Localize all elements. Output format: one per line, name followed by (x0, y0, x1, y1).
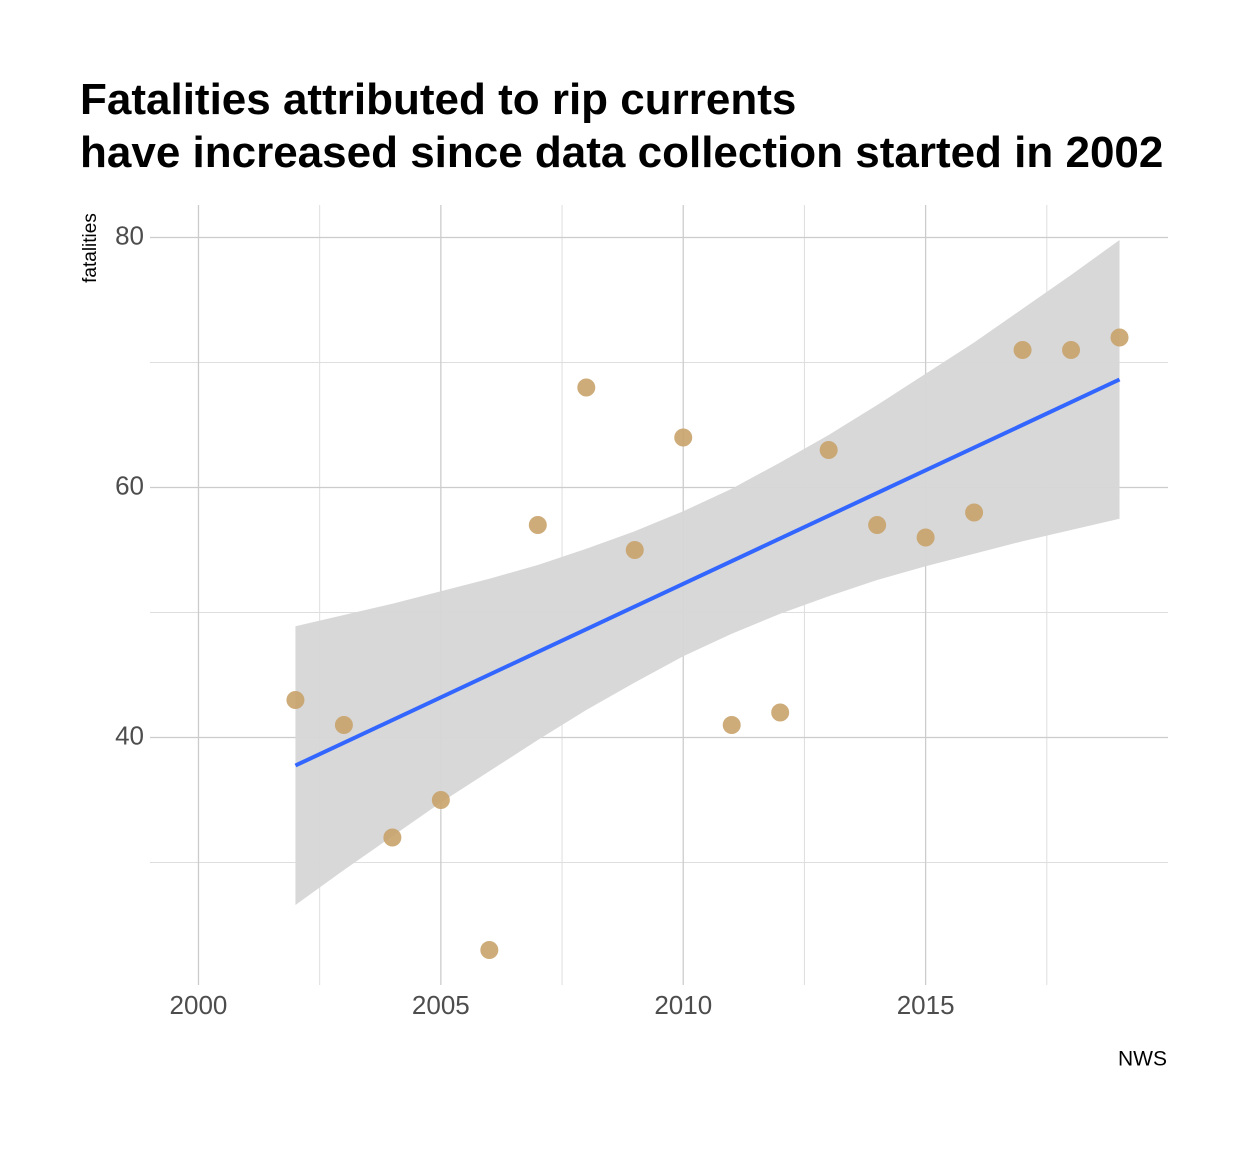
x-tick-label: 2015 (897, 990, 955, 1020)
point (286, 691, 305, 709)
point (819, 441, 838, 459)
point (1062, 341, 1081, 359)
point (1013, 341, 1032, 359)
y-tick-label: 80 (115, 220, 144, 250)
point (674, 428, 693, 447)
y-tick-label: 40 (115, 720, 144, 750)
y-tick-label: 60 (115, 470, 144, 500)
point (334, 716, 353, 734)
point (383, 828, 402, 847)
point (528, 516, 547, 534)
point (868, 516, 887, 534)
point (771, 703, 790, 722)
caption: NWS (1118, 1048, 1167, 1071)
chart-title: Fatalities attributed to rip currents (80, 75, 796, 124)
point (625, 541, 644, 559)
point (1110, 328, 1129, 347)
point (722, 716, 741, 734)
y-axis-label: fatalities (80, 213, 101, 283)
x-tick-label: 2005 (412, 990, 470, 1020)
point (916, 528, 935, 547)
point (965, 503, 984, 522)
x-tick-label: 2000 (170, 990, 228, 1020)
point (431, 791, 450, 809)
x-tick-label: 2010 (654, 990, 712, 1020)
chart-title: have increased since data collection sta… (80, 128, 1163, 177)
point (480, 941, 499, 959)
point (577, 378, 596, 397)
trend-line (294, 377, 1121, 768)
